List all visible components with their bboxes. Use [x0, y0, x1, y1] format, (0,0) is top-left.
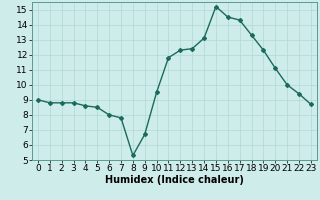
- X-axis label: Humidex (Indice chaleur): Humidex (Indice chaleur): [105, 175, 244, 185]
